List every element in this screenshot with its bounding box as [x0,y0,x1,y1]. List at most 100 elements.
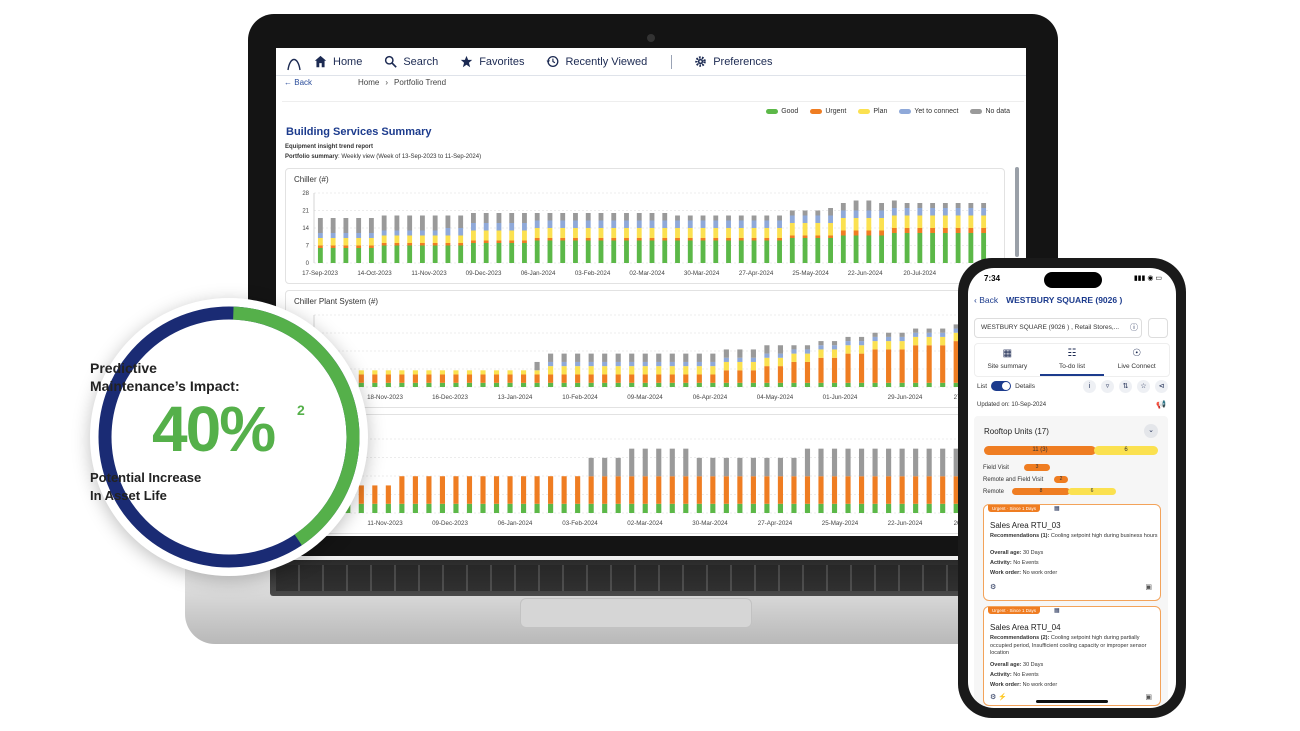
broadcast-icon: ☉ [1132,348,1142,359]
equipment-icon[interactable]: ⚙ ⚡ [990,694,1007,701]
nav-search[interactable]: Search [384,55,438,68]
bar-segment [585,240,591,263]
bar-segment [777,476,784,504]
donut-line-3: Potential Increase [90,470,202,485]
impact-donut: Predictive Maintenance’s Impact: 40% 2 P… [90,298,368,576]
top-navigation: Home Search Favorites Recently Viewed Pr… [276,48,1026,76]
bar-segment [432,243,438,246]
bar-segment [496,243,502,263]
tab-site-summary[interactable]: ▦ Site summary [975,344,1040,376]
nav-recently-viewed[interactable]: Recently Viewed [546,55,647,68]
tab-live-connect[interactable]: ☉ Live Connect [1104,344,1169,376]
share-icon[interactable]: ⊲ [1155,380,1168,393]
bar-segment [737,457,743,477]
bar-segment [750,357,756,362]
star-icon[interactable]: ☆ [1137,380,1150,393]
view-toggle[interactable]: List Details [977,381,1035,391]
bar-segment [642,503,648,513]
summary-text: : Weekly view (Week of 13-Sep-2023 to 11… [338,154,482,160]
bar-segment [696,382,702,387]
bar-segment [560,240,566,263]
bar-segment [751,240,757,263]
bar-segment [713,238,719,241]
legend-item: Good [766,108,798,115]
recommendation-card[interactable]: Urgent · Since 1 Days ▦ Sales Area RTU_0… [983,606,1161,706]
equipment-icon[interactable]: ⚙ [990,584,997,591]
toggle-switch[interactable] [991,381,1012,391]
bar-segment [687,228,693,238]
bar-segment [872,503,878,513]
brand-logo-icon[interactable] [284,52,304,72]
bar-segment [636,238,642,241]
bar-segment [624,238,629,241]
bar-segment [343,248,349,263]
bar-segment [615,374,621,383]
bar-segment [723,476,729,504]
bar-segment [726,220,731,228]
bar-segment [602,476,608,504]
info-icon[interactable]: i [1083,380,1096,393]
bar-segment [573,238,578,241]
bar-segment [372,503,378,513]
bar-segment [675,220,680,228]
bar-segment [394,215,400,231]
bar-segment [953,382,959,387]
bar-segment [548,366,554,375]
legend-item: Yet to connect [899,108,958,115]
bar-segment [981,208,987,216]
recommendation-card[interactable]: Urgent · Since 1 Days ▦ Sales Area RTU_0… [983,504,1161,601]
megaphone-icon[interactable]: 📢 [1156,400,1166,409]
bar-segment [493,503,500,513]
bar-segment [845,353,851,383]
bar-segment [683,353,689,362]
nav-favorites[interactable]: Favorites [460,55,524,68]
nav-preferences[interactable]: Preferences [694,55,773,68]
bar-segment [317,245,323,248]
sort-icon[interactable]: ⇅ [1119,380,1132,393]
calendar-icon[interactable] [1148,318,1168,338]
bar-segment [598,213,604,221]
bar-segment [453,476,459,504]
bar-segment [656,361,662,367]
bar-segment [432,215,438,231]
x-tick-label: 03-Feb-2024 [575,270,611,277]
bar-segment [509,240,515,243]
breadcrumb-home[interactable]: Home [358,78,380,87]
bar-segment [764,503,770,513]
bar-segment [737,382,743,387]
bar-segment [642,353,648,362]
bar-segment [968,208,974,216]
chevron-down-icon[interactable]: ⌄ [1144,424,1158,438]
phone-back-button[interactable]: ‹ Back [974,295,999,305]
filter-icon[interactable]: ▿ [1101,380,1114,393]
bar-segment [726,240,731,263]
bar-segment [317,218,323,233]
scrollbar[interactable] [1015,167,1019,257]
tab-todo-list[interactable]: ☷ To-do list [1039,344,1105,376]
site-selector[interactable]: WESTBURY SQUARE (9026 ) , Retail Stores,… [974,318,1142,338]
nav-home[interactable]: Home [314,55,362,68]
bar-segment [358,485,364,504]
bar-segment [407,230,413,236]
bar-segment [940,476,946,504]
calendar-icon[interactable]: ▣ [1145,584,1152,591]
chart-card-chiller-plant: Chiller Plant System (#) 21-Oct-202318-N… [285,290,1005,408]
bar-segment [777,457,784,477]
bar-segment [683,361,689,367]
x-tick-label: 11-Nov-2023 [367,520,403,527]
bar-segment [926,336,932,346]
bar-segment [520,382,527,387]
back-link[interactable]: ← Back [284,78,313,87]
calendar-icon[interactable]: ▣ [1145,694,1152,701]
bar-segment [828,208,833,216]
bar-segment [886,336,892,342]
bar-segment [669,382,675,387]
rec-text: Cooling setpoint high during business ho… [1050,533,1158,539]
search-icon [385,55,398,68]
x-tick-label: 18-Nov-2023 [367,394,403,401]
bar-segment [904,228,910,233]
bar-segment [453,370,459,375]
bar-segment [726,215,731,221]
bar-segment [534,213,540,221]
info-icon[interactable]: ⓘ [1130,323,1138,332]
